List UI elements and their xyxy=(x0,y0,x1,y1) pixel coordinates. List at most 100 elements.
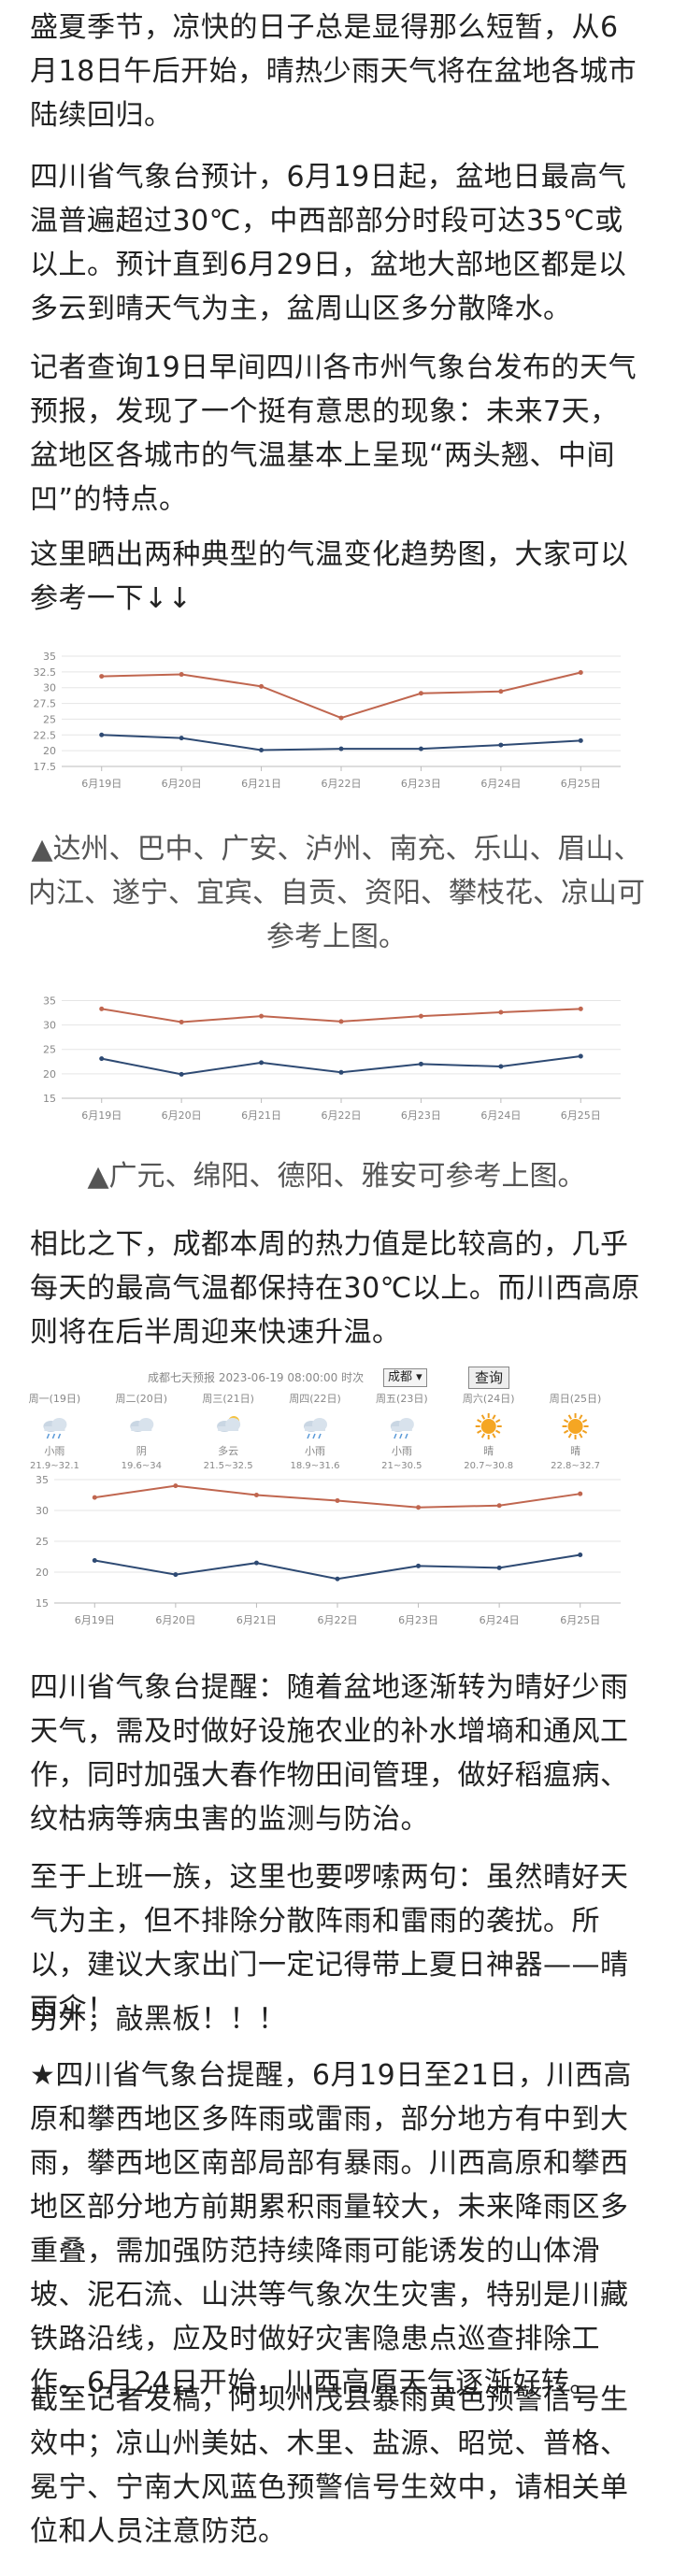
y-tick-label: 15 xyxy=(43,1093,56,1105)
high-temp-point xyxy=(578,670,583,676)
high-temp-point xyxy=(173,1483,179,1489)
x-tick-label: 6月25日 xyxy=(561,778,601,790)
paragraph-intro: 盛夏季节，凉快的日子总是显得那么短暂，从6月18日午后开始，晴热少雨天气将在盆地… xyxy=(30,11,637,132)
low-temp-point xyxy=(99,1056,105,1062)
high-temp-point xyxy=(498,689,504,694)
forecast-weekday: 周一(19日) xyxy=(29,1393,81,1405)
forecast-weekday: 周六(24日) xyxy=(463,1393,515,1405)
y-tick-label: 30 xyxy=(43,1020,56,1032)
y-tick-label: 30 xyxy=(36,1505,49,1517)
x-tick-label: 6月23日 xyxy=(398,1614,438,1626)
high-temp-point xyxy=(253,1493,259,1497)
partly-cloudy-icon xyxy=(217,1416,241,1432)
low-temp-point xyxy=(179,1071,184,1077)
low-temp-line xyxy=(94,1553,580,1581)
y-tick-label: 25 xyxy=(43,713,56,725)
high-temp-point xyxy=(335,1497,340,1503)
high-temp-point xyxy=(418,1013,423,1019)
high-temp-point xyxy=(418,691,423,696)
x-tick-label: 6月19日 xyxy=(75,1614,115,1626)
high-temp-point xyxy=(259,683,265,689)
y-tick-label: 15 xyxy=(36,1597,49,1610)
sun-icon xyxy=(475,1413,502,1439)
high-temp-line xyxy=(101,671,581,720)
low-temp-point xyxy=(498,1064,504,1069)
forecast-temp-range: 21.9~32.1 xyxy=(30,1461,79,1471)
low-temp-point xyxy=(418,746,423,751)
chengdu-forecast-widget: 成都七天预报 2023-06-19 08:00:00 时次周一(19日) 小雨 21… xyxy=(26,1365,634,1649)
sun-icon xyxy=(562,1413,589,1439)
x-tick-label: 6月23日 xyxy=(401,778,441,790)
caption-chart-2: ▲广元、绵阳、德阳、雅安可参考上图。 xyxy=(87,1160,586,1193)
x-tick-label: 6月25日 xyxy=(560,1614,600,1626)
forecast-weather: 阴 xyxy=(136,1445,147,1457)
paragraph-commuters: 至于上班一族，这里也要啰嗦两句：虽然晴好天气为主，但不排除分散阵雨和雷雨的袭扰。… xyxy=(30,1861,629,2025)
y-tick-label: 17.5 xyxy=(34,761,57,773)
forecast-temp-range: 22.8~32.7 xyxy=(551,1461,600,1471)
y-tick-label: 30 xyxy=(43,682,56,694)
high-temp-point xyxy=(92,1495,97,1500)
x-tick-label: 6月22日 xyxy=(322,778,362,790)
forecast-weather: 小雨 xyxy=(305,1445,325,1457)
y-tick-label: 25 xyxy=(36,1536,49,1548)
x-tick-label: 6月24日 xyxy=(480,778,521,790)
city-select[interactable]: 成都 ▾ xyxy=(383,1368,427,1387)
paragraph-agriculture: 四川省气象台提醒：随着盆地逐渐转为晴好少雨天气，需及时做好设施农业的补水增墒和通… xyxy=(30,1671,629,1836)
x-tick-label: 6月21日 xyxy=(236,1614,277,1626)
forecast-weather: 晴 xyxy=(570,1445,580,1457)
y-tick-label: 32.5 xyxy=(34,666,57,679)
low-temp-point xyxy=(418,1061,423,1066)
x-tick-label: 6月24日 xyxy=(480,1614,520,1626)
caption-chart-1: ▲达州、巴中、广安、泸州、南充、乐山、眉山、内江、遂宁、宜宾、自贡、资阳、攀枝花… xyxy=(28,833,645,953)
x-tick-label: 6月20日 xyxy=(162,778,202,790)
forecast-weather: 晴 xyxy=(483,1445,494,1457)
low-temp-point xyxy=(335,1576,340,1581)
paragraph-observation: 记者查询19日早间四川各市州气象台发布的天气预报，发现了一个挺有意思的现象：未来… xyxy=(30,351,637,516)
forecast-weather: 小雨 xyxy=(392,1445,412,1457)
query-button[interactable]: 查询 xyxy=(468,1367,510,1389)
x-tick-label: 6月21日 xyxy=(241,778,281,790)
forecast-temp-range: 19.6~34 xyxy=(122,1461,162,1471)
y-tick-label: 20 xyxy=(43,1068,56,1080)
x-tick-label: 6月24日 xyxy=(480,1109,521,1122)
rain-cloud-icon xyxy=(43,1418,67,1439)
low-temp-point xyxy=(99,732,105,737)
forecast-weekday: 周二(20日) xyxy=(115,1393,167,1405)
low-temp-point xyxy=(338,746,344,751)
forecast-title: 成都七天预报 2023-06-19 08:00:00 时次 xyxy=(148,1370,364,1384)
y-tick-label: 22.5 xyxy=(34,729,57,741)
x-tick-label: 6月19日 xyxy=(81,1109,122,1122)
forecast-temp-range: 21~30.5 xyxy=(381,1461,422,1471)
high-temp-point xyxy=(578,1491,583,1496)
low-temp-point xyxy=(179,736,184,741)
forecast-weekday: 周四(22日) xyxy=(289,1393,341,1405)
forecast-temp-range: 20.7~30.8 xyxy=(464,1461,513,1471)
high-temp-point xyxy=(179,672,184,678)
low-temp-point xyxy=(498,742,504,748)
low-temp-point xyxy=(173,1572,179,1578)
temperature-chart-2: 35 30 25 20 15 6月19日 6月20日 6月21日 6月22日 6月23日 6月24日… xyxy=(26,967,634,1139)
x-tick-label: 6月22日 xyxy=(322,1109,362,1122)
high-temp-point xyxy=(99,674,105,680)
rain-cloud-icon xyxy=(390,1418,414,1439)
low-temp-point xyxy=(259,747,265,752)
low-temp-point xyxy=(578,1053,583,1059)
high-temp-point xyxy=(338,1019,344,1024)
low-temp-point xyxy=(253,1560,259,1566)
high-temp-line xyxy=(94,1484,580,1509)
paragraph-alerts: 截至记者发稿，阿坝州茂县暴雨黄色预警信号生效中；凉山州美姑、木里、盐源、昭觉、普… xyxy=(30,2383,629,2548)
high-temp-point xyxy=(496,1503,502,1509)
y-tick-label: 20 xyxy=(36,1567,49,1579)
low-temp-point xyxy=(496,1565,502,1570)
rain-cloud-icon xyxy=(304,1418,327,1439)
low-temp-point xyxy=(259,1060,265,1066)
y-tick-label: 27.5 xyxy=(34,698,57,710)
forecast-temp-range: 21.5~32.5 xyxy=(204,1461,253,1471)
paragraph-forecast: 四川省气象台预计，6月19日起，盆地日最高气温普遍超过30℃，中西部部分时段可达… xyxy=(30,161,627,325)
forecast-weather: 多云 xyxy=(218,1444,238,1457)
forecast-weather: 小雨 xyxy=(44,1445,64,1457)
forecast-weekday: 周三(21日) xyxy=(202,1393,254,1405)
paragraph-notice: 另外，敲黑板！！！ xyxy=(30,2003,287,2036)
temperature-chart-1: 35 32.5 30 27.5 25 22.5 20 17.5 6月19日 6月20日 6月21日 6… xyxy=(26,636,634,808)
high-temp-point xyxy=(578,1006,583,1011)
